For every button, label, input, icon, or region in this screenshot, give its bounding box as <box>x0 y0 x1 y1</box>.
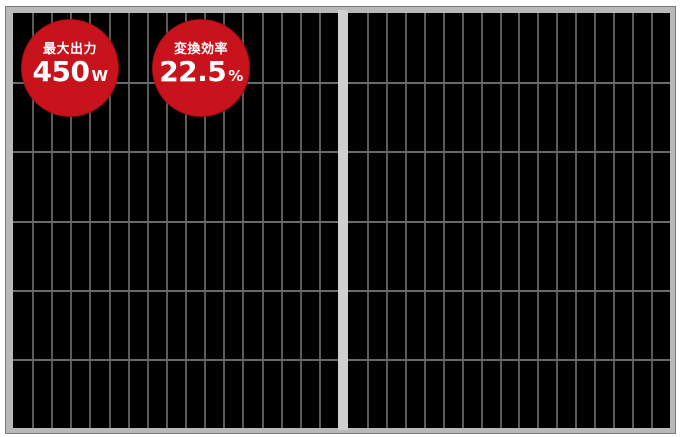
cell-column-line <box>128 13 130 428</box>
cell-column-line <box>575 13 577 428</box>
cell-row-line <box>13 290 338 292</box>
efficiency-badge: 変換効率 22.5% <box>153 20 249 116</box>
cell-column-line <box>594 13 596 428</box>
efficiency-label: 変換効率 <box>173 42 228 57</box>
cell-row-line <box>13 151 338 153</box>
efficiency-value: 22.5 <box>159 55 227 88</box>
cell-column-line <box>651 13 653 428</box>
cell-column-line <box>386 13 388 428</box>
cell-column-line <box>185 13 187 428</box>
max-output-label: 最大出力 <box>42 42 97 57</box>
cell-column-line <box>242 13 244 428</box>
cell-row-line <box>348 290 670 292</box>
cell-column-line <box>537 13 539 428</box>
cell-column-line <box>109 13 111 428</box>
cell-column-line <box>32 13 34 428</box>
cell-column-line <box>500 13 502 428</box>
max-output-value-line: 450 W <box>22 56 118 92</box>
cell-row-line <box>348 359 670 361</box>
cell-column-line <box>443 13 445 428</box>
efficiency-value-line: 22.5% <box>153 56 249 92</box>
cell-column-line <box>481 13 483 428</box>
cell-column-line <box>262 13 264 428</box>
max-output-badge: 最大出力 450 W <box>22 20 118 116</box>
cell-column-line <box>89 13 91 428</box>
cell-column-line <box>300 13 302 428</box>
cell-column-line <box>613 13 615 428</box>
cell-column-line <box>632 13 634 428</box>
cell-row-line <box>348 221 670 223</box>
cell-column-line <box>281 13 283 428</box>
cell-row-line <box>348 82 670 84</box>
panel-half-right <box>348 13 670 428</box>
cell-column-line <box>147 13 149 428</box>
panel-center-divider <box>338 10 348 430</box>
cell-column-line <box>556 13 558 428</box>
cell-column-line <box>204 13 206 428</box>
cell-row-line <box>13 221 338 223</box>
cell-column-line <box>405 13 407 428</box>
cell-column-line <box>319 13 321 428</box>
cell-column-line <box>462 13 464 428</box>
max-output-unit: W <box>91 67 108 85</box>
cell-column-line <box>70 13 72 428</box>
max-output-value: 450 <box>32 55 90 88</box>
cell-column-line <box>51 13 53 428</box>
cell-column-line <box>223 13 225 428</box>
cell-column-line <box>166 13 168 428</box>
efficiency-unit: % <box>228 67 243 85</box>
cell-row-line <box>13 359 338 361</box>
cell-column-line <box>424 13 426 428</box>
cell-column-line <box>367 13 369 428</box>
cell-column-line <box>518 13 520 428</box>
cell-row-line <box>348 151 670 153</box>
cell-grid-right <box>348 13 670 428</box>
